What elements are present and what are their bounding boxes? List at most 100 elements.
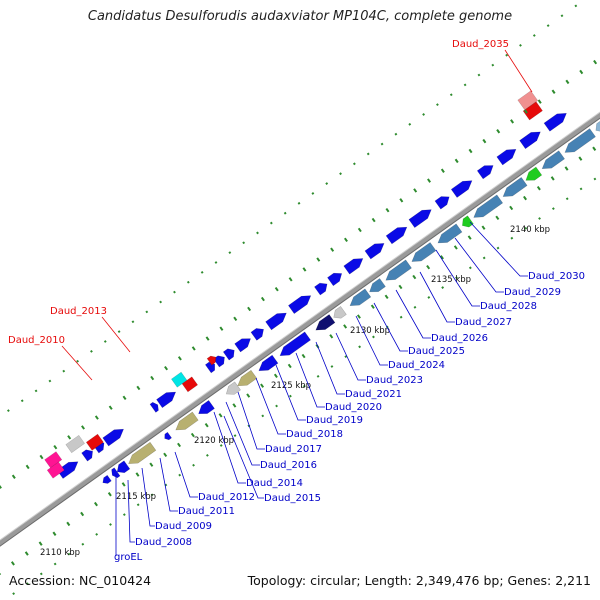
gene-label-daud-2023: Daud_2023 (366, 375, 423, 386)
gene-forward-16 (364, 243, 385, 260)
gene-forward-14 (327, 272, 343, 287)
scale-label-2110: 2110 kbp (40, 548, 80, 558)
inner-tick (10, 561, 15, 566)
gene-forward-6 (205, 361, 216, 374)
outer-tick-lower (302, 384, 306, 388)
scale-label-2120: 2120 kbp (194, 436, 234, 446)
gene-reverse-12 (369, 278, 386, 293)
gene-reverse-1 (116, 460, 131, 474)
leader-daud-2024 (355, 315, 388, 366)
leader-daud-2025 (373, 302, 408, 352)
feature-red-rna (522, 101, 543, 121)
inner-tick-upper (288, 277, 293, 282)
leader-daud-2012 (174, 451, 198, 498)
gene-reverse-20 (541, 150, 565, 169)
outer-tick (90, 349, 93, 353)
gene-forward-4 (149, 401, 159, 413)
inner-tick (0, 571, 2, 576)
inner-tick-upper (579, 69, 584, 75)
scale-label-2135: 2135 kbp (431, 275, 471, 285)
outer-tick-lower (441, 286, 445, 289)
outer-tick (48, 379, 52, 383)
leader-daud-2008 (127, 479, 135, 543)
gene-forward-12 (288, 295, 312, 314)
inner-tick-upper (150, 375, 155, 381)
inner-tick (273, 373, 278, 379)
leader-daud-2019 (275, 364, 306, 421)
inner-tick (149, 462, 154, 467)
outer-tick (463, 83, 467, 87)
inner-tick (287, 363, 292, 369)
gene-forward-19 (434, 196, 450, 210)
outer-tick (34, 389, 38, 393)
inner-tick-upper (260, 296, 265, 302)
inner-tick (370, 304, 375, 309)
outer-tick-lower (427, 296, 431, 299)
scale-label-2115: 2115 kbp (116, 492, 156, 502)
inner-tick (495, 215, 500, 221)
gene-forward-15 (343, 258, 364, 275)
outer-tick (477, 73, 481, 77)
inner-tick-upper (25, 464, 30, 470)
gene-forward-0 (56, 461, 79, 479)
gene-label-daud-2014: Daud_2014 (246, 478, 303, 489)
gene-forward-7 (213, 355, 225, 368)
inner-tick (190, 432, 195, 438)
outer-tick-lower (219, 444, 223, 447)
gene-label-daud-2012: Daud_2012 (198, 492, 255, 503)
inner-tick (301, 353, 306, 359)
outer-tick-lower (399, 315, 403, 319)
outer-tick-lower (178, 473, 182, 477)
feature-red-arrow (206, 355, 217, 366)
gene-reverse-6 (237, 369, 258, 387)
inner-tick (329, 334, 334, 339)
outer-tick (283, 211, 287, 215)
gene-reverse-3 (175, 411, 199, 431)
gene-label-daud-2008: Daud_2008 (135, 537, 192, 548)
outer-tick-lower (26, 582, 29, 586)
inner-tick-upper (510, 119, 515, 124)
inner-tick (550, 176, 555, 181)
gene-forward-10 (250, 328, 264, 341)
outer-tick-lower (205, 453, 209, 457)
outer-tick (228, 251, 232, 255)
outer-tick (366, 152, 370, 156)
inner-tick-upper (551, 89, 556, 94)
inner-tick (246, 393, 251, 398)
outer-tick (519, 43, 522, 47)
outer-tick-lower (289, 394, 292, 398)
inner-tick-upper (191, 346, 196, 351)
outer-tick-lower (496, 246, 500, 250)
outer-tick (532, 34, 536, 37)
inner-tick-upper (523, 109, 528, 114)
inner-tick (384, 294, 389, 300)
outer-tick (505, 53, 509, 57)
inner-tick (135, 472, 140, 477)
outer-tick-lower (136, 503, 140, 507)
outer-tick-lower (551, 207, 555, 210)
inner-tick-upper (205, 336, 210, 341)
gene-reverse-15 (437, 223, 463, 244)
outer-tick (352, 162, 356, 166)
gene-forward-5 (156, 391, 177, 409)
inner-tick-upper (343, 237, 348, 243)
gene-label-daud-2017: Daud_2017 (265, 444, 322, 455)
outer-tick-lower (455, 276, 458, 280)
outer-tick (159, 300, 163, 304)
leader-daud-2026 (395, 289, 431, 339)
gene-reverse-22 (595, 120, 600, 133)
gene-label-daud-2011: Daud_2011 (178, 506, 235, 517)
outer-tick (394, 132, 398, 136)
inner-tick-upper (11, 474, 16, 479)
outer-tick-lower (579, 187, 583, 191)
outer-tick (214, 261, 218, 264)
inner-tick-upper (39, 454, 44, 460)
gene-reverse-17 (473, 194, 504, 218)
gene-label-daud-2016: Daud_2016 (260, 460, 317, 471)
outer-tick-lower (150, 493, 154, 497)
inner-tick (177, 442, 181, 448)
gene-label-daud-2026: Daud_2026 (431, 333, 488, 344)
inner-tick-upper (122, 395, 127, 400)
inner-tick (94, 501, 98, 507)
